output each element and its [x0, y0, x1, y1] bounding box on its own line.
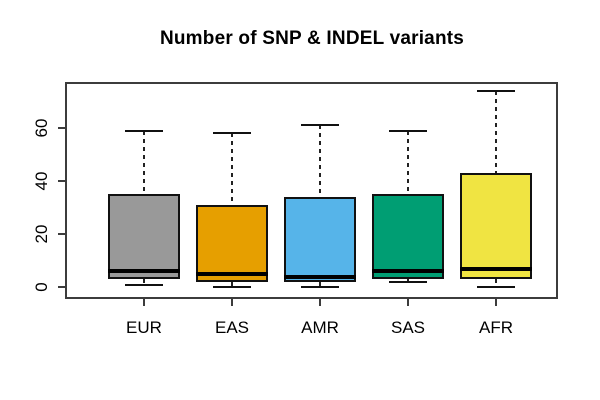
lower-whisker-cap-afr	[477, 286, 515, 289]
upper-whisker-line-eur	[143, 130, 145, 195]
lower-whisker-cap-eur	[125, 283, 163, 286]
x-axis-tick	[319, 298, 321, 306]
x-axis-tick-label-sas: SAS	[390, 318, 426, 337]
median-line-eur	[108, 269, 180, 274]
y-axis-tick-label: 40	[32, 171, 51, 191]
lower-whisker-line-eur	[143, 279, 145, 285]
y-axis-tick	[58, 233, 66, 236]
upper-whisker-line-afr	[495, 90, 497, 174]
lower-whisker-cap-sas	[389, 281, 427, 284]
lower-whisker-cap-eas	[213, 286, 251, 289]
y-axis-tick	[58, 180, 66, 183]
box-afr	[460, 173, 532, 280]
y-axis-tick	[58, 286, 66, 289]
upper-whisker-cap-afr	[477, 89, 515, 92]
x-axis-tick-label-afr: AFR	[479, 318, 513, 337]
upper-whisker-line-sas	[407, 130, 409, 195]
upper-whisker-line-amr	[319, 125, 321, 198]
x-axis-tick	[495, 298, 497, 306]
x-axis-tick-label-eas: EAS	[214, 318, 250, 337]
x-axis-tick-label-amr: AMR	[301, 318, 339, 337]
lower-whisker-line-sas	[407, 279, 409, 283]
upper-whisker-cap-amr	[301, 124, 339, 127]
y-axis-tick-label: 0	[32, 282, 51, 293]
y-axis-tick-label: 60	[32, 118, 51, 138]
box-sas	[372, 194, 444, 280]
median-line-afr	[460, 266, 532, 271]
upper-whisker-cap-eur	[125, 129, 163, 132]
x-axis-tick-label-eur: EUR	[126, 318, 162, 337]
box-eur	[108, 194, 180, 280]
upper-whisker-line-eas	[231, 133, 233, 206]
upper-whisker-cap-eas	[213, 132, 251, 135]
box-eas	[196, 205, 268, 283]
x-axis-tick	[143, 298, 145, 306]
median-line-amr	[284, 274, 356, 279]
median-line-sas	[372, 269, 444, 274]
x-axis-tick	[231, 298, 233, 306]
lower-whisker-line-eas	[231, 282, 233, 288]
y-axis-tick-label: 20	[32, 224, 51, 244]
upper-whisker-cap-sas	[389, 129, 427, 132]
median-line-eas	[196, 272, 268, 277]
y-axis-tick	[58, 127, 66, 130]
lower-whisker-line-amr	[319, 282, 321, 288]
chart-title: Number of SNP & INDEL variants	[159, 28, 465, 49]
lower-whisker-line-afr	[495, 279, 497, 288]
x-axis-tick	[407, 298, 409, 306]
box-amr	[284, 197, 356, 283]
lower-whisker-cap-amr	[301, 286, 339, 289]
